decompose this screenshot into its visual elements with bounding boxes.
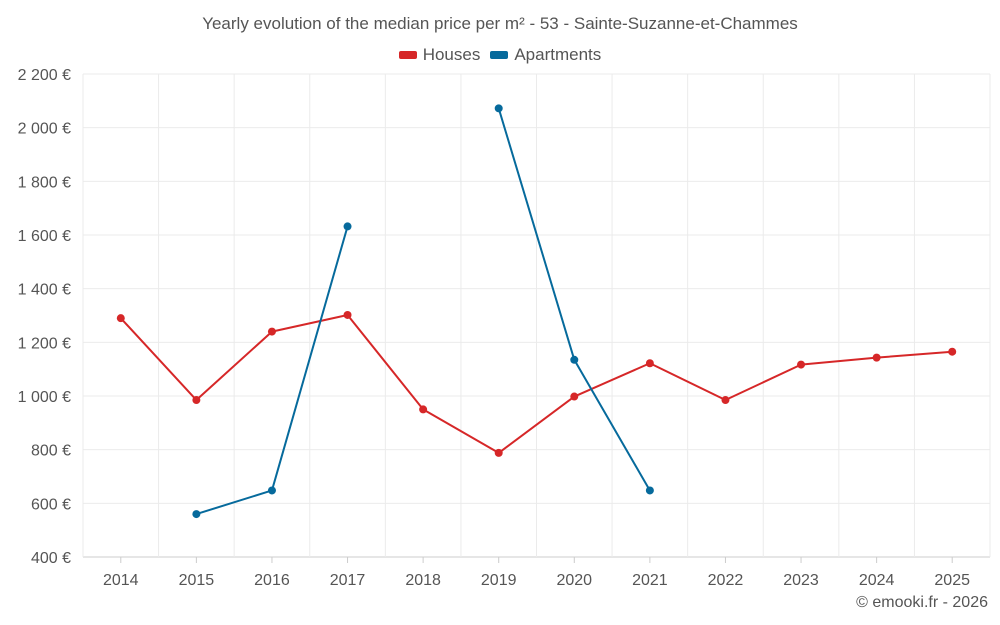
data-point-apartments	[645, 486, 654, 495]
data-point-houses	[797, 360, 806, 369]
legend-item-houses[interactable]: Houses	[398, 45, 481, 65]
data-point-apartments	[570, 355, 579, 364]
data-point-houses	[645, 359, 654, 368]
legend-item-apartments[interactable]: Apartments	[490, 45, 601, 65]
y-tick-label: 1 200 €	[18, 335, 71, 352]
data-point-houses	[872, 353, 881, 362]
data-point-houses	[494, 448, 503, 457]
y-tick-label: 600 €	[31, 496, 71, 513]
x-tick-label: 2021	[632, 572, 668, 589]
legend-label-apartments: Apartments	[514, 45, 602, 64]
y-tick-label: 1 400 €	[18, 282, 71, 299]
x-tick-label: 2020	[556, 572, 592, 589]
y-tick-label: 1 600 €	[18, 228, 71, 245]
series-line-houses	[120, 313, 953, 454]
legend-swatch-apartments	[490, 51, 509, 59]
y-tick-label: 1 800 €	[18, 174, 71, 191]
series-line-apartments	[497, 108, 651, 491]
chart-title: Yearly evolution of the median price per…	[202, 14, 798, 33]
x-tick-label: 2018	[405, 572, 441, 589]
data-point-houses	[948, 347, 957, 356]
data-point-houses	[570, 392, 579, 401]
data-point-apartments	[267, 486, 276, 495]
x-tick-label: 2025	[934, 572, 970, 589]
legend: Houses Apartments	[0, 45, 1000, 65]
data-point-apartments	[494, 104, 503, 113]
x-tick-label: 2022	[708, 572, 744, 589]
legend-label-houses: Houses	[422, 45, 481, 64]
y-tick-label: 400 €	[31, 550, 71, 567]
credit-text: © emooki.fr - 2026	[856, 594, 988, 611]
x-tick-label: 2019	[481, 572, 517, 589]
data-point-houses	[267, 327, 276, 336]
data-point-houses	[192, 396, 201, 405]
x-tick-label: 2017	[330, 572, 366, 589]
x-tick-label: 2023	[783, 572, 819, 589]
data-point-apartments	[343, 222, 352, 231]
legend-swatch-houses	[398, 51, 417, 59]
data-point-houses	[419, 405, 428, 414]
data-point-apartments	[192, 510, 201, 519]
data-point-houses	[343, 310, 352, 319]
y-tick-label: 1 000 €	[18, 389, 71, 406]
y-tick-label: 2 200 €	[18, 67, 71, 84]
x-tick-label: 2014	[103, 572, 139, 589]
y-tick-label: 2 000 €	[18, 121, 71, 138]
y-tick-label: 800 €	[31, 443, 71, 460]
data-point-houses	[721, 396, 730, 405]
x-tick-label: 2024	[859, 572, 895, 589]
data-point-houses	[116, 314, 125, 323]
x-tick-label: 2016	[254, 572, 290, 589]
x-tick-label: 2015	[179, 572, 215, 589]
series-line-apartments	[196, 226, 349, 516]
